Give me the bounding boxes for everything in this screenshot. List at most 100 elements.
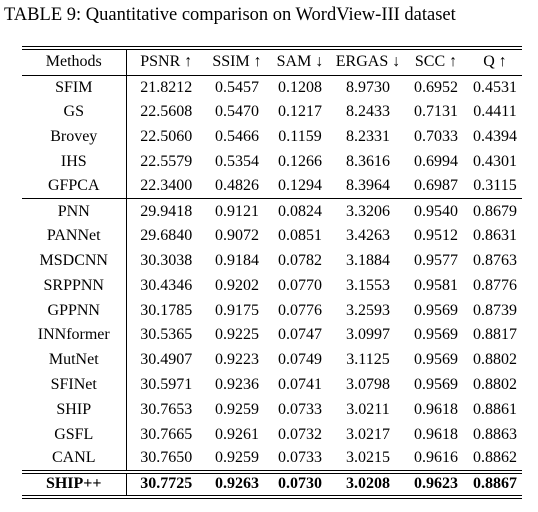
method-name: MSDCNN [22,248,127,274]
table-row: Brovey 22.5060 0.5466 0.1159 8.2331 0.7033 0.4… [22,124,522,150]
metric-value: 0.9202 [215,276,259,294]
metric-value: 0.8862 [473,449,517,467]
table-row: MSDCNN 30.3038 0.9184 0.0782 3.1884 0.9577 0.8… [22,248,522,274]
metric-value: 3.1125 [346,351,390,369]
header-cell: SAM ↓ [276,53,324,71]
metric-value: 0.8739 [473,301,517,319]
metric-value: 0.0732 [278,425,322,443]
metric-value: 0.9569 [414,375,458,393]
method-name: GSFL [22,422,127,447]
header-cell: Methods [22,48,127,75]
metric-value: 3.3206 [346,202,390,220]
metric-value: 0.8631 [473,227,517,245]
header-cell: SSIM ↑ [212,53,262,71]
metric-value: 0.1266 [278,152,322,170]
method-name: Brovey [22,124,127,150]
metric-value: 30.4346 [140,276,193,294]
metric-value: 3.1553 [346,276,390,294]
metric-value: 3.0997 [346,326,390,344]
table-row: GPPNN 30.1785 0.9175 0.0776 3.2593 0.9569 0.87… [22,298,522,323]
metric-value: 0.0733 [278,400,322,418]
metric-value: 0.9072 [215,227,259,245]
metric-value: 0.7131 [414,103,458,121]
metric-value: 30.7725 [140,475,193,493]
method-name: IHS [22,149,127,175]
metric-value: 0.8802 [473,375,517,393]
metric-value: 0.0770 [278,276,322,294]
metric-value: 0.1294 [278,177,322,195]
metric-value: 0.9236 [215,375,259,393]
metric-value: 0.9184 [215,251,259,269]
metric-value: 0.9175 [215,301,259,319]
method-name: SHIP++ [22,471,127,497]
metric-value: 0.5470 [215,103,259,121]
metric-value: 0.9121 [215,202,259,220]
metric-value: 0.4826 [215,177,259,195]
metric-value: 3.2593 [346,301,390,319]
metric-value: 21.8212 [140,78,193,96]
metric-value: 0.9259 [215,400,259,418]
metric-value: 0.9616 [414,449,458,467]
metric-value: 0.9259 [215,449,259,467]
metric-value: 3.1884 [346,251,390,269]
method-name: MutNet [22,347,127,373]
metric-value: 29.6840 [140,227,193,245]
method-name: GFPCA [22,174,127,199]
metric-value: 0.7033 [414,127,458,145]
metric-value: 0.9618 [414,425,458,443]
metric-value: 0.9512 [414,227,458,245]
metric-value: 0.9261 [215,425,259,443]
metric-value: 8.2433 [346,103,390,121]
metric-value: 0.6987 [414,177,458,195]
metric-value: 30.3038 [140,251,193,269]
metric-value: 0.3115 [473,177,517,195]
header-cell: Q ↑ [483,53,507,71]
metric-value: 0.0851 [278,227,322,245]
metric-value: 0.8763 [473,251,517,269]
table-header: Methods PSNR ↑ SSIM ↑ SAM ↓ ERGAS ↓ SCC ↑ Q ↑ [22,48,522,75]
metric-value: 0.9225 [215,326,259,344]
metric-value: 0.0733 [278,449,322,467]
metric-value: 22.5579 [140,152,193,170]
metric-value: 0.5466 [215,127,259,145]
metric-value: 0.5457 [215,78,259,96]
metric-value: 3.0798 [346,375,390,393]
method-name: SRPPNN [22,273,127,299]
metric-value: 0.0741 [278,375,322,393]
metric-value: 0.6952 [414,78,458,96]
metric-value: 22.5060 [140,127,193,145]
header-row: Methods PSNR ↑ SSIM ↑ SAM ↓ ERGAS ↓ SCC ↑ Q ↑ [22,48,522,75]
metric-value: 0.8802 [473,351,517,369]
metric-value: 0.9581 [414,276,458,294]
table-row: GSFL 30.7665 0.9261 0.0732 3.0217 0.9618 0.886… [22,422,522,447]
metric-value: 30.7665 [140,425,193,443]
method-name: INNformer [22,322,127,348]
table-row: SFIM 21.8212 0.5457 0.1208 8.9730 0.6952 0.453… [22,75,522,100]
metric-value: 3.0211 [346,400,390,418]
metric-value: 8.3964 [346,177,390,195]
table-row: CANL 30.7650 0.9259 0.0733 3.0215 0.9616 0.886… [22,446,522,472]
row-group: SHIP++ 30.7725 0.9263 0.0730 3.0208 0.9623 0.8… [22,471,522,497]
table-row: PANNet 29.6840 0.9072 0.0851 3.4263 0.9512 0.8… [22,223,522,249]
metric-value: 0.4394 [473,127,517,145]
table-row: SHIP++ 30.7725 0.9263 0.0730 3.0208 0.9623 0.8… [22,471,522,497]
table-row: MutNet 30.4907 0.9223 0.0749 3.1125 0.9569 0.8… [22,347,522,373]
metric-value: 3.4263 [346,227,390,245]
metric-value: 8.9730 [346,78,390,96]
table-row: INNformer 30.5365 0.9225 0.0747 3.0997 0.9569… [22,322,522,348]
method-name: GPPNN [22,298,127,323]
header-cell: SCC ↑ [414,53,458,71]
metric-value: 0.1217 [278,103,322,121]
metric-value: 0.9623 [414,475,458,493]
metric-value: 0.0824 [278,202,322,220]
metric-value: 0.9540 [414,202,458,220]
metric-value: 0.1208 [278,78,322,96]
table-row: SRPPNN 30.4346 0.9202 0.0770 3.1553 0.9581 0.8… [22,273,522,299]
metric-value: 0.9263 [215,475,259,493]
metric-value: 0.1159 [278,127,322,145]
row-group: SFIM 21.8212 0.5457 0.1208 8.9730 0.6952 0.453… [22,75,522,199]
metric-value: 0.4301 [473,152,517,170]
header-cell: ERGAS ↓ [335,53,401,71]
metric-value: 0.9577 [414,251,458,269]
metric-value: 30.1785 [140,301,193,319]
